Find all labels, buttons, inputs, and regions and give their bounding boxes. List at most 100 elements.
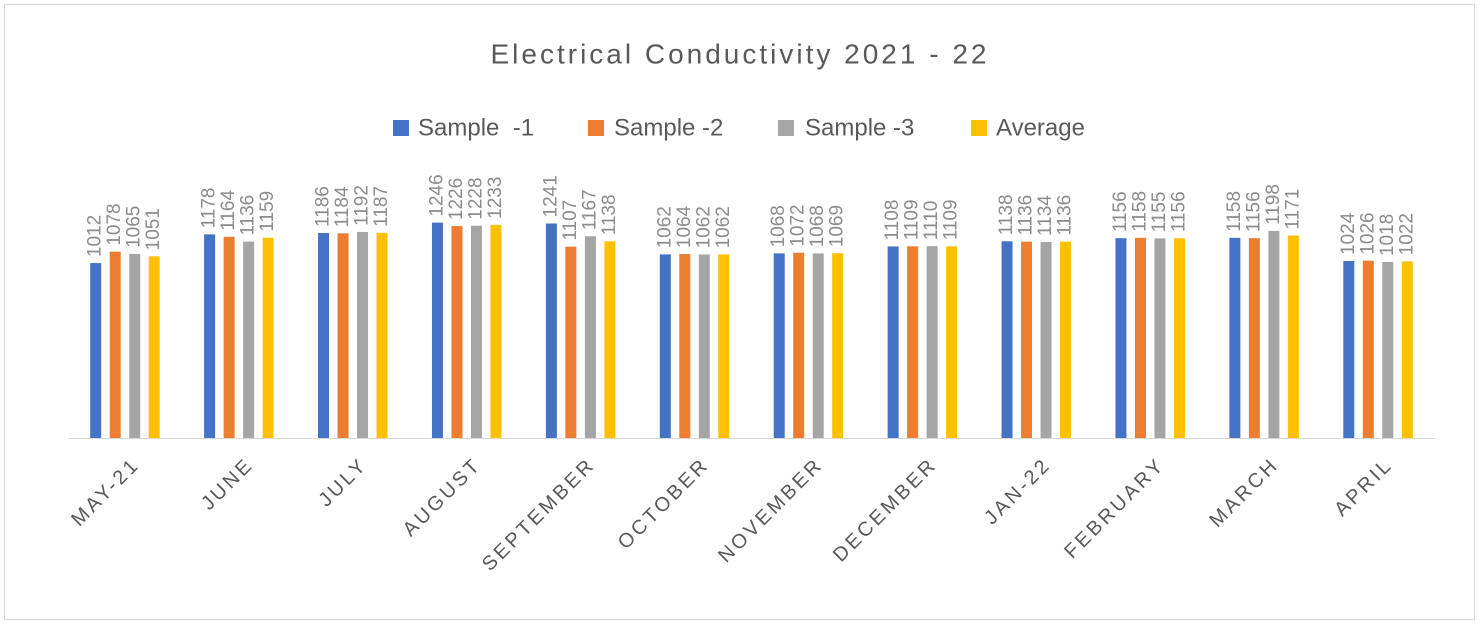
legend-label: Sample -1 — [418, 114, 534, 141]
bar — [887, 246, 899, 438]
bar — [109, 251, 121, 438]
bar — [470, 225, 482, 438]
data-label: 1158 — [1224, 191, 1245, 232]
data-label: 1064 — [674, 205, 695, 248]
data-label: 1198 — [1263, 184, 1284, 225]
data-label: 1062 — [693, 206, 714, 248]
bar — [1229, 237, 1241, 438]
bar — [204, 234, 216, 438]
data-label: 1068 — [807, 205, 828, 247]
data-label: 1108 — [882, 200, 903, 241]
bar — [718, 254, 730, 438]
data-label: 1156 — [1243, 191, 1264, 232]
bar — [773, 253, 785, 438]
data-label: 1187 — [371, 186, 392, 227]
bar — [698, 254, 710, 438]
data-label: 1138 — [996, 194, 1017, 235]
data-label: 1022 — [1396, 213, 1417, 255]
bar — [451, 226, 463, 438]
bar — [1248, 238, 1260, 438]
data-label: 1107 — [560, 200, 581, 241]
bar — [243, 241, 255, 438]
bar — [584, 236, 596, 438]
bar — [337, 233, 349, 438]
bar — [1343, 260, 1355, 438]
bar — [1382, 262, 1394, 438]
bar — [490, 224, 502, 438]
data-label: 1062 — [713, 206, 734, 248]
bar — [1134, 237, 1146, 438]
bar — [793, 252, 805, 438]
data-label: 1069 — [827, 205, 848, 247]
data-label: 1155 — [1149, 191, 1170, 232]
data-label: 1110 — [921, 201, 942, 240]
bar — [1268, 230, 1280, 438]
bar — [1040, 241, 1052, 438]
bar — [223, 236, 235, 438]
data-label: 1226 — [446, 178, 467, 220]
data-label: 1184 — [332, 186, 353, 227]
data-label: 1167 — [579, 189, 600, 230]
bar — [604, 241, 616, 438]
legend-label: Sample -3 — [805, 114, 914, 141]
data-label: 1178 — [199, 188, 220, 229]
data-label: 1068 — [768, 205, 789, 247]
legend-label: Sample -2 — [614, 114, 723, 141]
bar — [148, 256, 160, 438]
data-label: 1164 — [218, 190, 239, 231]
bar — [832, 253, 844, 438]
bar — [1115, 238, 1127, 438]
chart-title: Electrical Conductivity 2021 - 22 — [491, 38, 990, 69]
data-label: 1136 — [238, 195, 259, 236]
data-label: 1109 — [902, 199, 923, 240]
data-label: 1062 — [654, 206, 675, 248]
bar — [262, 237, 274, 438]
bar — [129, 253, 141, 438]
bar — [1001, 241, 1013, 438]
bar — [431, 222, 443, 438]
data-label: 1138 — [599, 194, 620, 235]
bar — [1362, 260, 1374, 438]
bar — [565, 246, 577, 438]
data-label: 1233 — [485, 177, 506, 219]
bar — [90, 263, 102, 438]
bar — [812, 253, 824, 438]
data-label: 1186 — [313, 186, 334, 227]
data-label: 1134 — [1035, 195, 1056, 236]
bar — [926, 246, 938, 438]
bar — [946, 246, 958, 438]
data-label: 1024 — [1338, 212, 1359, 255]
data-label: 1078 — [104, 203, 125, 245]
bar — [376, 232, 388, 438]
data-label: 1241 — [540, 175, 561, 217]
bar — [1060, 241, 1072, 438]
bar — [318, 232, 330, 438]
data-label: 1018 — [1377, 214, 1398, 256]
bar — [907, 246, 919, 438]
bar — [1154, 238, 1166, 438]
data-label: 1026 — [1357, 212, 1378, 254]
bar — [659, 254, 671, 438]
bar — [1287, 235, 1299, 438]
data-label: 1012 — [85, 215, 106, 257]
data-label: 1158 — [1129, 191, 1150, 232]
data-label: 1065 — [124, 206, 145, 248]
data-label: 1072 — [788, 204, 809, 246]
data-label: 1171 — [1282, 189, 1303, 230]
bar — [1173, 238, 1185, 438]
bar — [1401, 261, 1413, 438]
legend-label: Average — [996, 114, 1085, 141]
bar — [1021, 241, 1033, 438]
data-label: 1109 — [941, 199, 962, 240]
data-label: 1246 — [426, 174, 447, 216]
legend-swatch — [588, 120, 604, 136]
bar — [357, 231, 369, 438]
legend-swatch — [393, 120, 409, 136]
data-label: 1051 — [143, 208, 164, 250]
data-label: 1228 — [465, 177, 486, 219]
data-label: 1136 — [1016, 195, 1037, 236]
legend-swatch — [971, 120, 987, 136]
data-label: 1156 — [1168, 191, 1189, 232]
data-label: 1156 — [1110, 191, 1131, 232]
